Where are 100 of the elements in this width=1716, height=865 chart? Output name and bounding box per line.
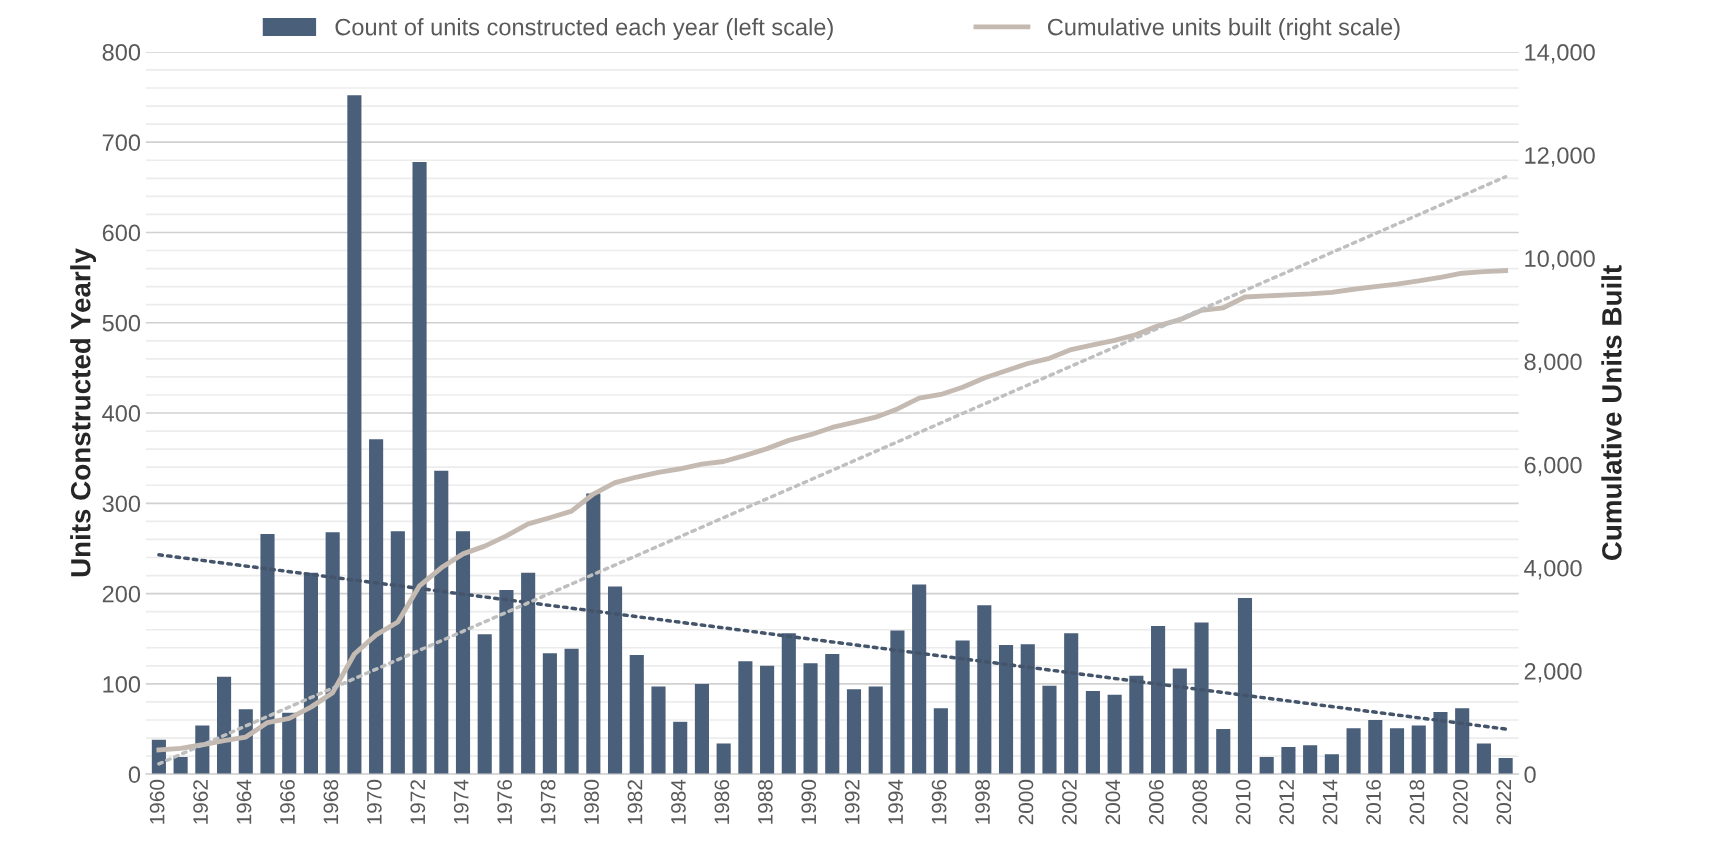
y-tick-label: 200 xyxy=(102,585,141,603)
y2-tick-label: 14,000 xyxy=(1525,43,1595,64)
y-tick-label: 500 xyxy=(102,314,141,332)
x-tick-label: 1968 xyxy=(323,779,339,824)
x-tick-label: 1984 xyxy=(671,779,686,824)
bar xyxy=(694,683,709,775)
x-tick-label: 1986 xyxy=(714,779,730,824)
y-tick-label: 300 xyxy=(102,495,141,513)
bar xyxy=(1411,725,1426,775)
bar xyxy=(607,586,623,775)
bar xyxy=(825,654,840,775)
x-tick-label: 2008 xyxy=(1192,779,1208,825)
x-tick-label: 2010 xyxy=(1235,779,1251,825)
y-tick-label: 600 xyxy=(102,224,141,242)
bar xyxy=(868,686,883,775)
x-tick-label: 1974 xyxy=(453,779,469,824)
bar xyxy=(977,605,992,775)
y2-tick-label: 10,000 xyxy=(1525,250,1595,270)
bar xyxy=(455,531,471,775)
x-tick-label: 1994 xyxy=(888,779,904,824)
x-tick-label: 1976 xyxy=(497,779,513,824)
x-tick-label: 1966 xyxy=(280,779,295,824)
x-tick-label: 1970 xyxy=(366,779,382,824)
y2-tick-label: 12,000 xyxy=(1525,147,1595,167)
y2-tick-label: 8,000 xyxy=(1524,353,1582,374)
bar xyxy=(998,645,1014,775)
x-tick-label: 1988 xyxy=(757,779,773,824)
bar xyxy=(1172,668,1187,775)
bar xyxy=(1498,757,1513,775)
bar xyxy=(434,470,449,775)
bar xyxy=(1085,691,1100,775)
bar xyxy=(912,584,927,775)
bar xyxy=(1389,728,1405,775)
line-series xyxy=(156,268,1509,753)
x-tick-label: 2006 xyxy=(1148,779,1164,825)
bar xyxy=(1151,626,1166,775)
x-tick-label: 1980 xyxy=(584,779,599,824)
y-tick-label: 400 xyxy=(102,405,141,422)
x-tick-label: 2002 xyxy=(1062,780,1077,825)
legend-label: Cumulative units built (right scale) xyxy=(1047,18,1400,41)
bar xyxy=(890,630,905,775)
bar xyxy=(282,712,297,775)
bar xyxy=(716,743,731,775)
bar xyxy=(1455,708,1470,775)
bar xyxy=(760,665,775,775)
y2-tick-label: 6,000 xyxy=(1524,456,1582,477)
y-axis-title: Units Constructed Yearly xyxy=(70,248,97,577)
bar xyxy=(586,493,601,775)
bar xyxy=(1064,633,1079,775)
bar xyxy=(1216,729,1231,775)
x-tick-label: 2012 xyxy=(1279,780,1294,825)
x-tick-label: 2000 xyxy=(1018,779,1034,825)
x-tick-label: 2020 xyxy=(1453,779,1468,825)
bar xyxy=(1042,685,1057,775)
x-tick-label: 1998 xyxy=(975,779,990,824)
bar xyxy=(1303,745,1318,775)
x-tick-label: 1982 xyxy=(627,780,643,824)
x-tick-label: 1964 xyxy=(236,779,252,824)
y2-axis-title: Cumulative Units Built xyxy=(1601,265,1622,561)
bar xyxy=(542,653,557,775)
bar xyxy=(1281,747,1296,775)
x-tick-label: 1992 xyxy=(844,780,860,824)
bar xyxy=(1237,598,1253,775)
bar xyxy=(1107,694,1122,775)
bar xyxy=(217,676,232,775)
bar xyxy=(1476,743,1491,775)
bar xyxy=(1129,675,1144,775)
bar xyxy=(846,689,862,775)
x-tick-label: 2018 xyxy=(1409,779,1425,825)
bar xyxy=(673,721,688,775)
y-tick-label: 700 xyxy=(102,134,141,151)
y-tick-label: 100 xyxy=(103,675,141,693)
y-tick-label: 0 xyxy=(128,766,141,783)
bar xyxy=(781,633,796,775)
bar xyxy=(651,686,666,775)
x-tick-label: 1972 xyxy=(410,780,426,824)
bar xyxy=(738,661,753,775)
bar xyxy=(347,95,362,775)
x-tick-label: 2014 xyxy=(1322,779,1338,825)
bar xyxy=(1324,754,1339,775)
x-tick-label: 2022 xyxy=(1496,780,1512,825)
x-tick-label: 1960 xyxy=(149,779,165,824)
bar xyxy=(1020,644,1035,775)
bar xyxy=(955,640,970,775)
bar xyxy=(412,162,427,775)
y2-tick-label: 4,000 xyxy=(1524,559,1582,580)
bar xyxy=(521,572,536,775)
y-tick-label: 800 xyxy=(102,43,141,61)
x-tick-label: 1990 xyxy=(801,779,817,824)
x-tick-label: 2004 xyxy=(1105,779,1121,825)
bar xyxy=(933,708,948,775)
bar xyxy=(325,532,340,775)
bar xyxy=(1259,757,1274,775)
x-tick-label: 1978 xyxy=(540,779,556,824)
bar xyxy=(477,634,492,775)
bar xyxy=(803,663,818,775)
bar xyxy=(1433,711,1448,775)
bar xyxy=(499,589,514,775)
x-tick-label: 2016 xyxy=(1366,779,1381,825)
bar xyxy=(260,534,275,775)
